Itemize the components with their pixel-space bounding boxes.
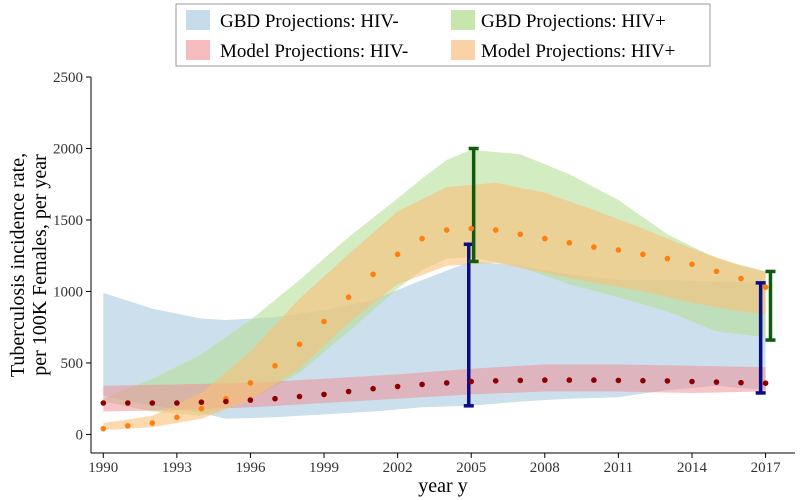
x-tick-label: 2017 xyxy=(751,460,782,476)
legend-label-model-hiv-pos: Model Projections: HIV+ xyxy=(481,41,675,62)
x-ticks: 1990 1993 1996 1999 2002 2005 2008 2011 2014 2017 xyxy=(88,453,781,476)
point-hiv-model-points-2000 xyxy=(345,388,352,395)
point-hiv-model-points-2016 xyxy=(738,275,744,282)
point-hiv-model-points-1997 xyxy=(272,363,278,369)
point-hiv-model-points-1995 xyxy=(223,398,229,405)
y-tick-label: 2000 xyxy=(53,141,83,157)
y-ticks: 0 500 1000 1500 2000 2500 xyxy=(53,70,91,443)
point-hiv-model-points-2004 xyxy=(443,380,450,386)
legend-label-gbd-hiv-pos: GBD Projections: HIV+ xyxy=(481,11,666,32)
point-hiv-model-points-2006 xyxy=(492,378,499,384)
point-hiv-model-points-2007 xyxy=(517,377,524,384)
point-hiv-model-points-2017 xyxy=(762,284,769,291)
point-hiv-model-points-1991 xyxy=(125,423,131,429)
point-hiv-model-points-2002 xyxy=(394,251,401,258)
point-hiv-model-points-2017 xyxy=(762,380,769,387)
point-hiv-model-points-2013 xyxy=(664,255,671,262)
legend-label-model-hiv-neg: Model Projections: HIV- xyxy=(220,41,408,62)
point-hiv-model-points-1999 xyxy=(321,318,327,325)
point-hiv-model-points-1992 xyxy=(149,420,156,426)
point-hiv-model-points-2009 xyxy=(566,240,573,246)
error-bars xyxy=(463,146,776,408)
legend: GBD Projections: HIV- GBD Projections: H… xyxy=(175,3,711,67)
point-hiv-model-points-1998 xyxy=(296,341,303,348)
point-hiv-model-points-2006 xyxy=(492,227,499,233)
y-tick-label: 0 xyxy=(76,427,84,443)
point-hiv-model-points-1994 xyxy=(198,399,205,406)
legend-frame xyxy=(175,3,711,67)
y-tick-label: 1500 xyxy=(53,213,83,229)
x-tick-label: 2011 xyxy=(604,460,633,476)
point-hiv-model-points-1992 xyxy=(149,400,156,406)
legend-label-gbd-hiv-neg: GBD Projections: HIV- xyxy=(220,11,399,32)
point-hiv-model-points-1993 xyxy=(174,414,180,421)
point-hiv-model-points-1991 xyxy=(125,400,131,406)
point-hiv-model-points-1996 xyxy=(247,380,254,386)
x-tick-label: 1990 xyxy=(88,460,118,476)
band-model-projections-hiv xyxy=(103,364,766,412)
uncertainty-bands xyxy=(103,149,766,431)
point-hiv-model-points-1990 xyxy=(100,400,107,406)
point-hiv-model-points-1990 xyxy=(100,425,107,432)
x-tick-label: 2008 xyxy=(530,460,560,476)
x-tick-label: 1996 xyxy=(235,460,266,476)
y-axis-title-line1: Tuberculosis incidence rate, xyxy=(7,153,29,377)
point-hiv-model-points-2000 xyxy=(345,294,352,301)
y-tick-label: 1000 xyxy=(53,284,83,300)
point-hiv-model-points-2008 xyxy=(542,377,548,383)
x-tick-label: 1993 xyxy=(162,460,192,476)
point-hiv-model-points-2001 xyxy=(370,271,376,278)
band-model-projections-hiv xyxy=(103,182,766,431)
point-hiv-model-points-2012 xyxy=(640,377,646,384)
point-hiv-model-points-1994 xyxy=(198,405,205,412)
y-axis-title-line2: per 100K Females, per year xyxy=(29,154,51,376)
legend-swatch-model-hiv-pos xyxy=(451,40,475,60)
x-axis-title: year y xyxy=(418,475,467,497)
point-hiv-model-points-2008 xyxy=(542,235,548,242)
legend-swatch-gbd-hiv-neg xyxy=(186,10,210,30)
point-hiv-model-points-1997 xyxy=(272,395,278,402)
y-tick-label: 2500 xyxy=(53,70,83,86)
point-hiv-model-points-1998 xyxy=(296,393,303,400)
x-tick-label: 2014 xyxy=(677,460,708,476)
model-points xyxy=(100,225,769,432)
point-hiv-model-points-2009 xyxy=(566,377,573,383)
point-hiv-model-points-2015 xyxy=(713,268,720,275)
legend-swatch-model-hiv-neg xyxy=(186,40,210,60)
point-hiv-model-points-2011 xyxy=(615,247,622,253)
axes: 0 500 1000 1500 2000 2500 1990 1993 1996 1999 200… xyxy=(53,70,795,476)
x-tick-label: 2002 xyxy=(383,460,413,476)
point-hiv-model-points-2014 xyxy=(689,261,695,268)
point-hiv-model-points-2002 xyxy=(394,383,401,390)
point-hiv-model-points-2013 xyxy=(664,378,671,384)
point-hiv-model-points-2015 xyxy=(713,379,720,385)
point-hiv-model-points-2005 xyxy=(468,225,475,232)
point-hiv-model-points-1993 xyxy=(174,400,180,406)
point-hiv-model-points-2003 xyxy=(419,235,425,242)
point-hiv-model-points-2004 xyxy=(443,227,450,233)
point-hiv-model-points-1999 xyxy=(321,391,327,398)
point-hiv-model-points-2011 xyxy=(615,377,622,384)
legend-swatch-gbd-hiv-pos xyxy=(451,10,475,30)
point-hiv-model-points-2010 xyxy=(591,377,597,383)
x-tick-label: 2005 xyxy=(456,460,486,476)
y-tick-label: 500 xyxy=(61,356,84,372)
point-hiv-model-points-2007 xyxy=(517,231,524,238)
error-bar-hiv-2005 xyxy=(468,146,479,264)
point-hiv-model-points-2012 xyxy=(640,251,646,258)
point-hiv-model-points-2010 xyxy=(591,244,597,250)
point-hiv-model-points-1996 xyxy=(247,397,254,403)
x-tick-label: 1999 xyxy=(309,460,339,476)
point-hiv-model-points-2016 xyxy=(738,379,744,386)
error-bar-hiv-2017 xyxy=(755,281,766,395)
point-hiv-model-points-2005 xyxy=(468,378,475,385)
point-hiv-model-points-2001 xyxy=(370,385,376,392)
point-hiv-model-points-2014 xyxy=(689,378,695,385)
point-hiv-model-points-2003 xyxy=(419,381,425,388)
error-bar-hiv-2017 xyxy=(765,269,776,342)
